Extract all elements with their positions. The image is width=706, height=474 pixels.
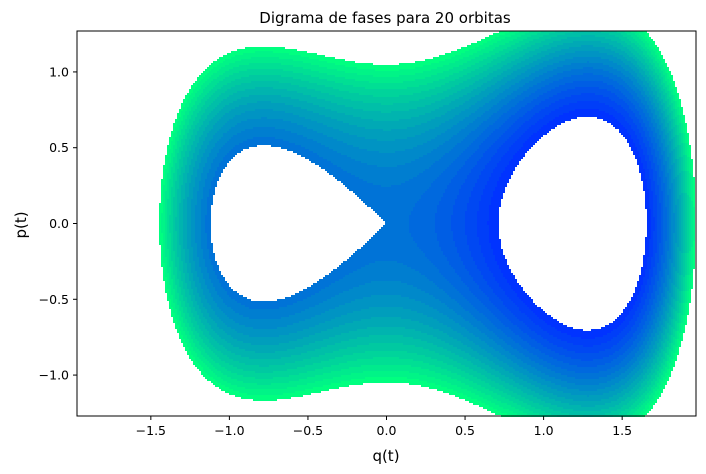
x-tick-label: 1.0 — [534, 423, 554, 438]
y-axis-label: p(t) — [12, 211, 30, 238]
y-tick-label: 0.0 — [49, 216, 69, 231]
contour-band — [195, 57, 675, 391]
x-axis: −1.5 −1.0 −0.5 0.0 0.5 1.0 1.5 — [136, 416, 632, 438]
contour-band — [159, 31, 695, 417]
contour-band — [161, 31, 695, 417]
x-axis-label: q(t) — [372, 447, 399, 465]
x-tick-label: 0.0 — [377, 423, 397, 438]
y-tick-label: −0.5 — [39, 292, 69, 307]
chart-title: Digrama de fases para 20 orbitas — [259, 9, 511, 27]
x-tick-label: −1.0 — [214, 423, 244, 438]
y-tick-label: 1.0 — [49, 64, 69, 79]
x-tick-label: −1.5 — [136, 423, 166, 438]
y-tick-label: −1.0 — [39, 368, 69, 383]
plot-area — [159, 31, 695, 417]
contour-band — [201, 61, 671, 385]
x-tick-label: −0.5 — [293, 423, 323, 438]
y-axis: −1.0 −0.5 0.0 0.5 1.0 — [39, 64, 77, 383]
contour-band — [409, 73, 667, 373]
x-tick-label: 0.5 — [455, 423, 475, 438]
y-tick-label: 0.5 — [49, 140, 69, 155]
contour-band — [179, 35, 683, 411]
x-tick-label: 1.5 — [612, 423, 632, 438]
contour-band — [183, 41, 681, 407]
